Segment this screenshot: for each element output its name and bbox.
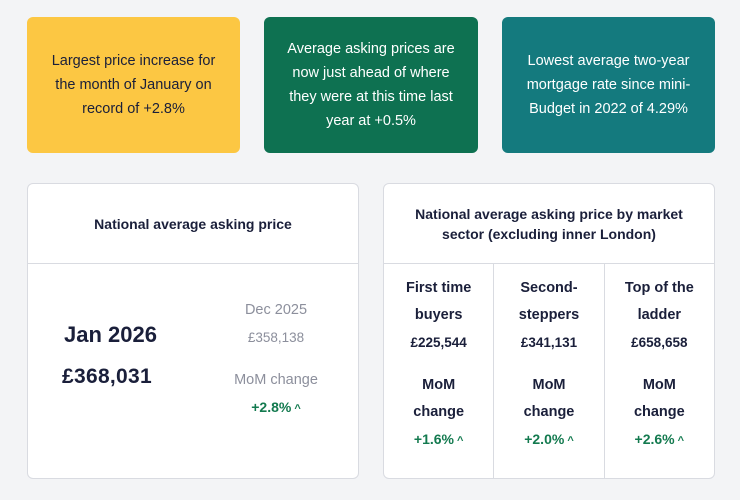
- previous-month: Dec 2025: [244, 302, 308, 318]
- stat-text: Average asking prices are now just ahead…: [287, 41, 455, 129]
- sector-top-of-the-ladder: Top of the ladder £658,658 MoM change +2…: [605, 264, 714, 478]
- sector-mom-change: +2.6% ^: [605, 426, 714, 455]
- current-month: Jan 2026: [64, 322, 157, 347]
- card-title: National average asking price: [28, 184, 358, 264]
- sector-price: £658,658: [631, 335, 688, 350]
- current-price: £368,031: [62, 365, 152, 388]
- sector-first-time-buyers: First time buyers £225,544 MoM change +1…: [384, 264, 495, 478]
- chevron-up-icon: ^: [677, 435, 685, 447]
- sector-mom-value: +2.6%: [634, 431, 675, 447]
- stat-text: Lowest average two-year mortgage rate si…: [526, 53, 691, 117]
- mom-label: MoM change: [234, 372, 318, 388]
- sector-name: First time buyers: [406, 280, 472, 323]
- stat-text: Largest price increase for the month of …: [51, 53, 216, 117]
- previous-price: £358,138: [247, 330, 305, 345]
- chevron-up-icon: ^: [456, 435, 464, 447]
- sector-price: £341,131: [520, 335, 578, 350]
- chevron-up-icon: ^: [567, 435, 574, 447]
- comparison-column: Dec 2025 £358,138 MoM change +2.8% ^: [223, 297, 329, 423]
- card-title: National average asking price by market …: [384, 184, 714, 264]
- national-average-card: National average asking price Jan 2026 £…: [27, 183, 359, 479]
- sector-mom-label: MoM change: [633, 377, 685, 420]
- sector-mom-value: +2.0%: [524, 431, 565, 447]
- chevron-up-icon: ^: [294, 403, 301, 415]
- stat-tile-mortgage-rate: Lowest average two-year mortgage rate si…: [502, 17, 715, 153]
- sector-mom-label: MoM change: [523, 377, 575, 420]
- stat-tile-january-increase: Largest price increase for the month of …: [27, 17, 240, 153]
- sector-mom-change: +1.6% ^: [384, 426, 493, 455]
- sector-price: £225,544: [410, 335, 467, 350]
- sector-mom-change: +2.0% ^: [494, 426, 603, 455]
- stat-tile-annual-change: Average asking prices are now just ahead…: [264, 17, 478, 153]
- market-sector-card: National average asking price by market …: [383, 183, 715, 479]
- sector-mom-label: MoM change: [413, 377, 465, 420]
- sector-second-steppers: Second-steppers £341,131 MoM change +2.0…: [494, 264, 605, 478]
- sector-columns: First time buyers £225,544 MoM change +1…: [384, 264, 714, 478]
- sector-name: Second-steppers: [518, 280, 580, 323]
- mom-change-value: +2.8%: [251, 399, 292, 415]
- sector-name: Top of the ladder: [624, 280, 694, 323]
- sector-mom-value: +1.6%: [413, 431, 454, 447]
- mom-change: +2.8% ^: [223, 394, 329, 423]
